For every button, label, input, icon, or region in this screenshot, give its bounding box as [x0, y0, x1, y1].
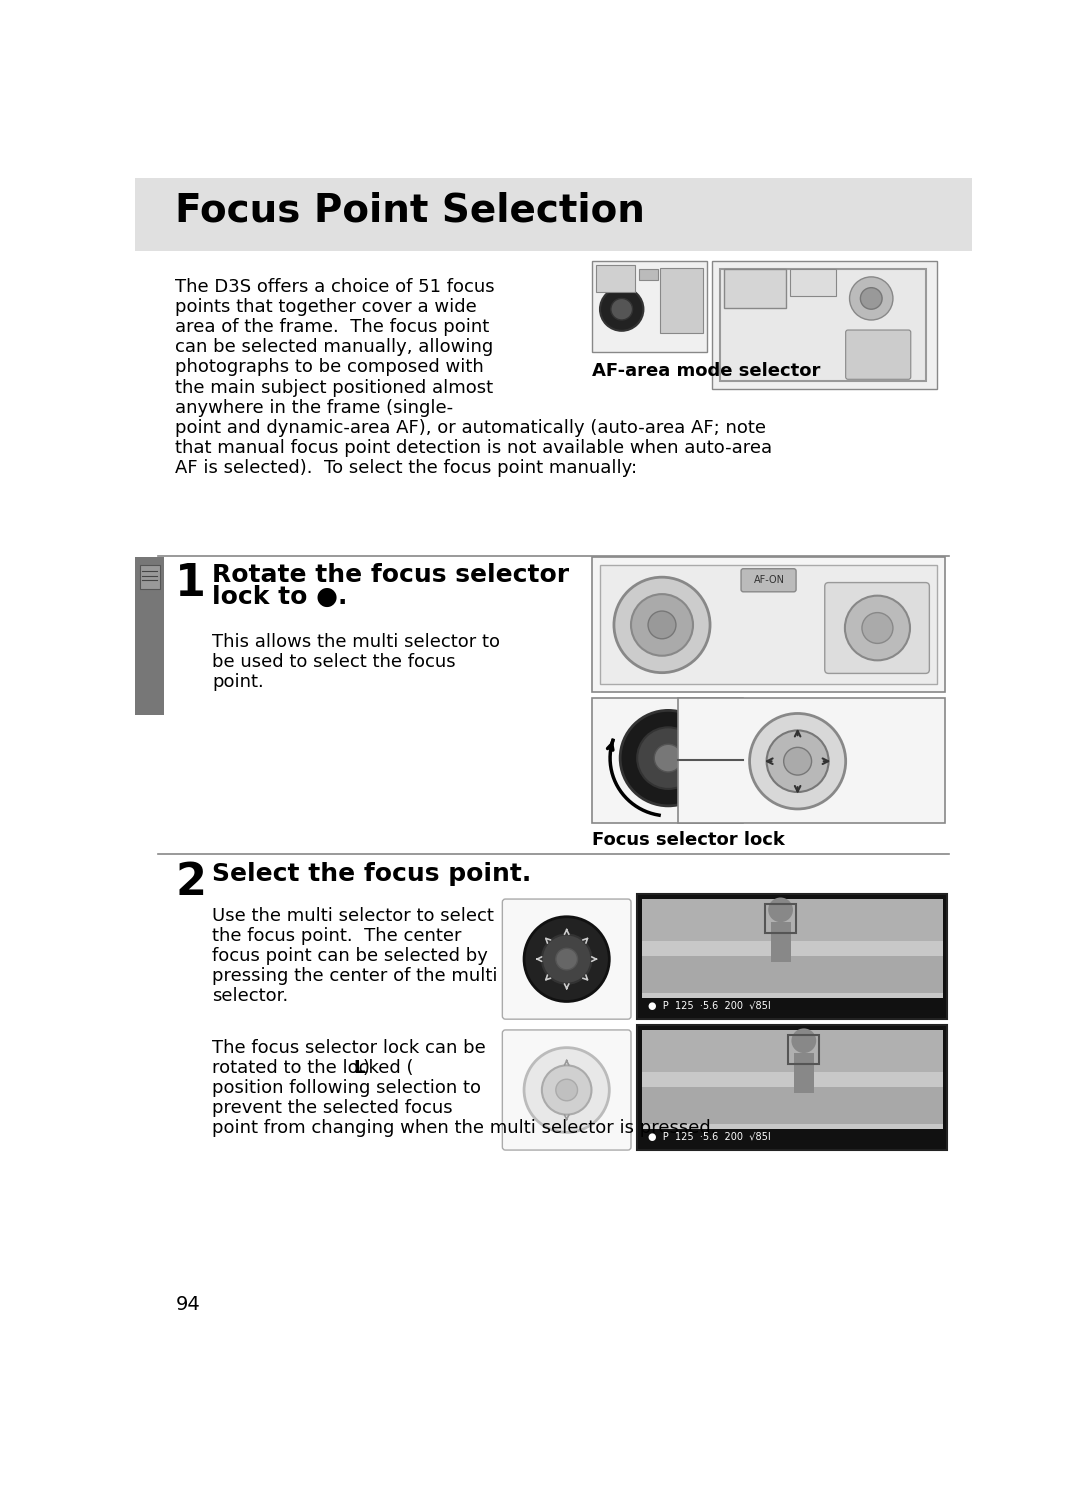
- Text: focus point can be selected by: focus point can be selected by: [213, 947, 488, 964]
- Text: Rotate the focus selector: Rotate the focus selector: [213, 563, 569, 587]
- Bar: [794, 1054, 814, 1094]
- Bar: [642, 1030, 943, 1129]
- Text: can be selected manually, allowing: can be selected manually, allowing: [175, 339, 494, 357]
- Text: points that together cover a wide: points that together cover a wide: [175, 299, 477, 317]
- Circle shape: [542, 935, 592, 984]
- Circle shape: [850, 276, 893, 319]
- Circle shape: [613, 577, 710, 673]
- FancyBboxPatch shape: [135, 178, 972, 251]
- Circle shape: [600, 288, 644, 331]
- Circle shape: [637, 727, 699, 789]
- Text: AF-area mode selector: AF-area mode selector: [592, 361, 821, 379]
- Circle shape: [524, 1048, 609, 1132]
- Text: L: L: [353, 1060, 365, 1077]
- Circle shape: [750, 713, 846, 808]
- Text: prevent the selected focus: prevent the selected focus: [213, 1100, 454, 1117]
- Text: area of the frame.  The focus point: area of the frame. The focus point: [175, 318, 489, 336]
- Text: ●  P  125  ·5.6  200  √85I: ● P 125 ·5.6 200 √85I: [648, 1132, 771, 1141]
- Bar: [638, 269, 658, 279]
- Text: Focus selector lock: Focus selector lock: [592, 831, 785, 850]
- Bar: [592, 262, 707, 352]
- Text: 1: 1: [175, 562, 206, 605]
- Text: position following selection to: position following selection to: [213, 1079, 482, 1097]
- Bar: [642, 997, 943, 1015]
- Text: The focus selector lock can be: The focus selector lock can be: [213, 1039, 486, 1057]
- Circle shape: [768, 898, 793, 923]
- Bar: [724, 269, 786, 308]
- Bar: [600, 565, 937, 684]
- Text: selector.: selector.: [213, 987, 288, 1005]
- Text: photographs to be composed with: photographs to be composed with: [175, 358, 484, 376]
- Bar: [765, 903, 796, 933]
- Circle shape: [631, 594, 693, 655]
- FancyBboxPatch shape: [741, 569, 796, 591]
- Text: AF-ON: AF-ON: [754, 575, 784, 585]
- Circle shape: [792, 1028, 816, 1054]
- Text: ●  P  125  ·5.6  200  √85I: ● P 125 ·5.6 200 √85I: [648, 1002, 771, 1010]
- Bar: [642, 1086, 943, 1123]
- Bar: [788, 1034, 820, 1064]
- Circle shape: [542, 1065, 592, 1114]
- Bar: [596, 266, 635, 293]
- Text: rotated to the locked (: rotated to the locked (: [213, 1060, 414, 1077]
- Circle shape: [784, 747, 811, 776]
- Circle shape: [648, 611, 676, 639]
- Bar: [637, 895, 947, 1019]
- Bar: [713, 262, 937, 388]
- Text: The D3S offers a choice of 51 focus: The D3S offers a choice of 51 focus: [175, 278, 495, 296]
- Bar: [139, 565, 160, 590]
- Text: Focus Point Selection: Focus Point Selection: [175, 192, 645, 230]
- Text: be used to select the focus: be used to select the focus: [213, 652, 456, 670]
- Circle shape: [861, 288, 882, 309]
- Bar: [592, 557, 945, 692]
- Bar: [642, 899, 943, 942]
- Circle shape: [654, 744, 683, 773]
- FancyBboxPatch shape: [825, 583, 930, 673]
- Text: point.: point.: [213, 673, 265, 691]
- Circle shape: [611, 299, 633, 319]
- Text: pressing the center of the multi: pressing the center of the multi: [213, 967, 498, 985]
- Text: anywhere in the frame (single-: anywhere in the frame (single-: [175, 398, 454, 416]
- Text: Select the focus point.: Select the focus point.: [213, 862, 531, 886]
- Text: This allows the multi selector to: This allows the multi selector to: [213, 633, 500, 651]
- Bar: [661, 267, 703, 333]
- Circle shape: [862, 612, 893, 643]
- Text: the focus point.  The center: the focus point. The center: [213, 927, 462, 945]
- Circle shape: [767, 731, 828, 792]
- Text: 2: 2: [175, 860, 206, 903]
- Text: that manual focus point detection is not available when auto-area: that manual focus point detection is not…: [175, 438, 772, 456]
- FancyBboxPatch shape: [502, 1030, 631, 1150]
- Bar: [642, 899, 943, 999]
- Text: point from changing when the multi selector is pressed.: point from changing when the multi selec…: [213, 1119, 717, 1137]
- Text: point and dynamic-area AF), or automatically (auto-area AF; note: point and dynamic-area AF), or automatic…: [175, 419, 767, 437]
- Circle shape: [556, 1079, 578, 1101]
- Text: ): ): [363, 1060, 369, 1077]
- Circle shape: [845, 596, 910, 660]
- Bar: [789, 269, 836, 296]
- Circle shape: [620, 710, 716, 805]
- Bar: [642, 1030, 943, 1073]
- Bar: [642, 955, 943, 993]
- FancyBboxPatch shape: [846, 330, 910, 379]
- Bar: [637, 1025, 947, 1150]
- Bar: [642, 1128, 943, 1146]
- Text: lock to ●.: lock to ●.: [213, 585, 348, 609]
- Text: Use the multi selector to select: Use the multi selector to select: [213, 906, 495, 924]
- Circle shape: [524, 917, 609, 1002]
- Bar: [770, 923, 791, 961]
- Circle shape: [556, 948, 578, 970]
- Bar: [677, 698, 945, 823]
- Bar: [592, 698, 743, 823]
- FancyBboxPatch shape: [502, 899, 631, 1019]
- Bar: [135, 557, 164, 715]
- Text: 94: 94: [175, 1294, 200, 1314]
- Text: AF is selected).  To select the focus point manually:: AF is selected). To select the focus poi…: [175, 459, 637, 477]
- Text: the main subject positioned almost: the main subject positioned almost: [175, 379, 494, 397]
- Bar: [720, 269, 926, 380]
